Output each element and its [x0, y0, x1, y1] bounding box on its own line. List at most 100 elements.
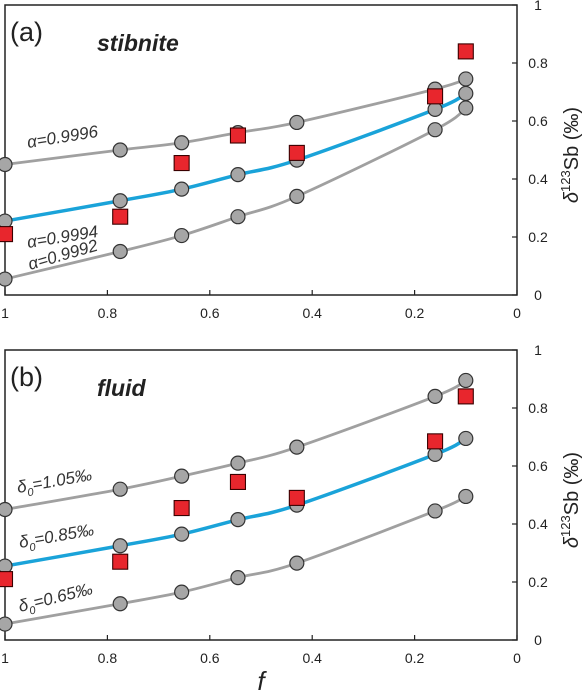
series-label-delta: δ: [15, 476, 28, 496]
data-point-circle: [112, 596, 128, 612]
panel-a: 1 0.8 0.6 0.4 0.2 00 0.2 0.4 0.6 0.8 1 δ123Sb (‰) (a…: [0, 0, 583, 321]
data-point-circle: [230, 455, 246, 471]
x-tick-label: 0.8: [98, 305, 118, 321]
data-point-circle: [427, 388, 443, 404]
data-point-circle: [112, 193, 128, 209]
data-point-square: [173, 499, 190, 517]
series-label: δ0=0.65‰: [16, 579, 95, 620]
series-label-rest: =1.05‰: [31, 465, 93, 494]
data-point-circle: [112, 481, 128, 497]
x-tick-label: 1: [1, 305, 9, 321]
data-point-square: [229, 473, 247, 491]
y-axis-label: δ123Sb (‰): [558, 452, 583, 548]
y-tick-label: 1: [534, 0, 542, 13]
data-point-circle: [458, 85, 474, 102]
data-point-circle: [0, 501, 13, 518]
data-point-circle: [0, 616, 13, 632]
series-label-subscript: 0: [28, 604, 38, 617]
x-tick-label: 0.6: [200, 305, 220, 321]
x-tick-label: 1: [1, 650, 9, 666]
y-tick-label: 0: [534, 632, 542, 648]
data-point-circle: [174, 135, 190, 151]
data-point-circle: [458, 100, 474, 116]
panel-label: (b): [10, 362, 43, 392]
data-point-circle: [174, 584, 190, 600]
data-point-circle: [230, 209, 246, 225]
data-point-circle: [458, 71, 474, 87]
data-point-circle: [289, 188, 305, 204]
data-point-circle: [230, 570, 246, 586]
data-point-circle: [289, 555, 305, 571]
data-point-circle: [112, 142, 128, 158]
y-tick-label: 0.2: [528, 229, 548, 245]
data-point-circle: [289, 114, 305, 131]
data-point-circle: [0, 558, 13, 574]
series-line: [3, 91, 468, 223]
data-point-square: [457, 43, 474, 60]
data-point-circle: [174, 526, 190, 542]
x-axis-label: f: [257, 666, 267, 696]
series-label-rest: =0.85‰: [33, 520, 95, 549]
x-tick-label: 0.2: [405, 650, 425, 666]
x-tick-label: 0.6: [200, 650, 220, 666]
data-point-square: [112, 553, 129, 570]
x-tick-label: 0.4: [302, 305, 322, 321]
data-point-circle: [458, 488, 474, 505]
x-tick-label: 0.8: [98, 650, 118, 666]
data-point-square: [427, 88, 444, 105]
panel-label: (a): [10, 17, 43, 47]
data-point-square: [288, 489, 305, 506]
data-point-circle: [112, 538, 128, 554]
data-point-circle: [289, 439, 305, 455]
data-point-circle: [230, 167, 246, 183]
data-point-circle: [427, 122, 443, 138]
data-point-circle: [230, 512, 246, 528]
data-point-square: [229, 127, 247, 144]
series-label-rest: =0.65‰: [31, 579, 94, 612]
y-tick-label: 0.6: [528, 113, 548, 129]
y-tick-label: 0.4: [528, 171, 548, 187]
x-tick-label: 0: [513, 650, 521, 666]
y-tick-label: 1: [534, 342, 542, 358]
data-point-circle: [0, 156, 13, 173]
y-tick-label: 0.8: [528, 55, 548, 71]
chart-title: stibnite: [97, 30, 179, 56]
x-tick-label: 0.2: [405, 305, 425, 321]
series-label-subscript: 0: [27, 486, 36, 499]
data-point-circle: [0, 271, 13, 287]
data-point-circle: [458, 430, 474, 447]
y-axis-label-superscript: 123: [558, 515, 573, 537]
x-tick-label: 0: [513, 305, 521, 321]
data-point-square: [0, 571, 14, 588]
y-axis-label-delta: δ: [561, 536, 583, 548]
data-point-circle: [174, 468, 190, 484]
y-axis-label-superscript: 123: [558, 170, 573, 192]
series-line: [3, 77, 468, 166]
data-point-circle: [112, 243, 128, 260]
chart-title: fluid: [97, 375, 146, 401]
plot-frame: [4, 349, 518, 641]
y-tick-label: 0.2: [528, 574, 548, 590]
y-axis-label-delta: δ: [561, 191, 583, 203]
data-point-circle: [0, 213, 13, 229]
y-axis-label-rest: Sb (‰): [561, 107, 583, 170]
data-point-circle: [174, 181, 190, 197]
data-point-circle: [458, 372, 474, 389]
y-tick-label: 0.4: [528, 516, 548, 532]
data-point-square: [457, 388, 474, 405]
data-point-square: [112, 208, 129, 225]
series-line: [3, 379, 468, 511]
y-tick-label: 0: [534, 287, 542, 303]
plot-frame: [4, 4, 518, 296]
series-label-subscript: 0: [29, 541, 38, 554]
data-point-circle: [427, 101, 443, 118]
series-label: α=0.9996: [26, 122, 100, 152]
data-point-square: [427, 433, 444, 450]
y-tick-label: 0.8: [528, 400, 548, 416]
data-point-square: [173, 155, 190, 172]
data-point-circle: [174, 227, 190, 244]
data-point-square: [0, 226, 14, 243]
data-point-circle: [427, 503, 443, 519]
